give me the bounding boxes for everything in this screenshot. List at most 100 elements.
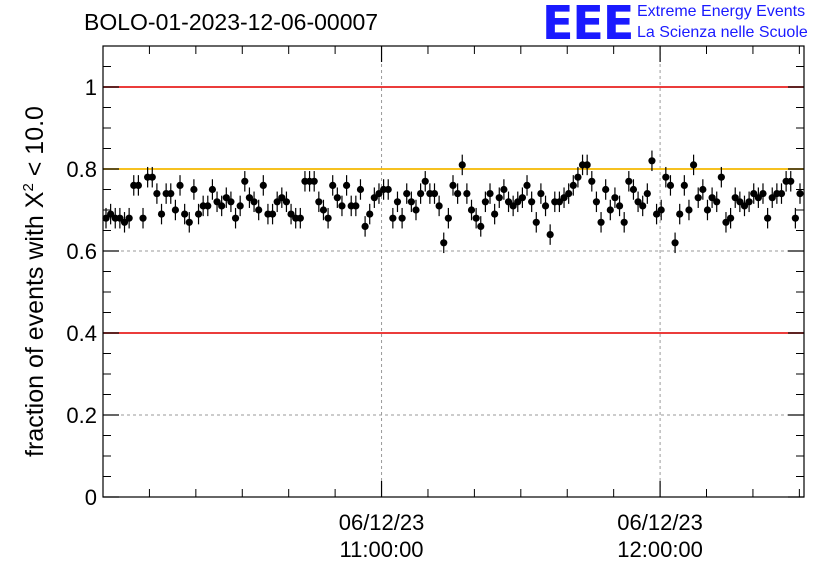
x-tick-label-date: 06/12/23 xyxy=(617,510,703,535)
data-point xyxy=(171,206,179,214)
data-point xyxy=(134,181,142,189)
data-point xyxy=(764,214,772,222)
data-point xyxy=(259,181,267,189)
data-point xyxy=(255,206,263,214)
data-point xyxy=(588,177,596,185)
data-point xyxy=(412,206,420,214)
data-point xyxy=(796,190,804,198)
data-point xyxy=(528,198,536,206)
data-point xyxy=(625,177,633,185)
reference-lines xyxy=(103,86,804,334)
data-point xyxy=(787,177,795,185)
data-point xyxy=(231,214,240,222)
data-point xyxy=(375,190,383,198)
data-point xyxy=(194,210,203,218)
data-point xyxy=(236,202,244,210)
data-point xyxy=(342,181,351,189)
data-point xyxy=(555,198,564,206)
data-point xyxy=(694,194,702,202)
x-tick-label-time: 11:00:00 xyxy=(340,537,424,562)
data-point xyxy=(611,194,619,202)
data-point xyxy=(606,206,614,214)
data-point xyxy=(398,214,406,222)
data-point xyxy=(602,185,610,194)
grid xyxy=(103,46,804,497)
plot-frame xyxy=(102,45,805,498)
data-point xyxy=(662,173,670,181)
data-point xyxy=(361,222,369,230)
data-point xyxy=(740,202,749,210)
data-point xyxy=(518,194,527,202)
data-point xyxy=(754,194,762,202)
data-point xyxy=(366,210,374,218)
data-point xyxy=(310,177,318,185)
data-point xyxy=(523,181,531,189)
data-point xyxy=(569,181,577,189)
data-point xyxy=(546,231,554,239)
data-point xyxy=(370,194,378,202)
axes: 00.20.40.60.8106/12/2311:00:0006/12/2312… xyxy=(66,46,804,562)
data-point xyxy=(296,214,304,222)
data-points xyxy=(102,150,804,254)
data-point xyxy=(204,202,212,210)
data-point xyxy=(652,210,661,218)
data-point xyxy=(463,190,471,198)
eee-logo-mark: EEE xyxy=(542,0,634,50)
data-point xyxy=(750,190,758,198)
data-point xyxy=(319,206,328,214)
data-point xyxy=(486,190,494,198)
data-point xyxy=(708,194,716,202)
y-tick-label: 0.6 xyxy=(66,239,97,264)
data-point xyxy=(157,210,166,218)
data-point xyxy=(532,218,540,226)
data-point xyxy=(268,210,277,218)
data-point xyxy=(685,206,693,214)
data-point xyxy=(176,181,184,189)
data-point xyxy=(218,202,226,210)
data-point xyxy=(777,190,786,198)
data-point xyxy=(472,214,480,222)
data-point xyxy=(615,202,624,210)
data-point xyxy=(703,206,712,214)
data-point xyxy=(407,198,415,206)
data-point xyxy=(768,194,776,202)
data-point xyxy=(458,161,466,169)
data-point xyxy=(139,214,147,222)
data-point xyxy=(241,177,249,185)
data-point xyxy=(213,198,221,206)
data-point xyxy=(287,210,295,218)
data-point xyxy=(643,190,651,198)
data-point xyxy=(467,206,476,214)
data-point xyxy=(282,198,291,206)
data-point xyxy=(699,185,707,194)
y-axis-label-sup: 2 xyxy=(20,183,37,191)
data-point xyxy=(278,194,286,202)
data-point xyxy=(727,214,735,222)
data-point xyxy=(440,239,448,247)
data-point xyxy=(384,185,392,194)
data-point xyxy=(181,210,189,218)
data-point xyxy=(731,194,739,202)
data-point xyxy=(565,190,573,198)
data-point xyxy=(634,198,642,206)
x-tick-label-date: 06/12/23 xyxy=(339,510,425,535)
data-point xyxy=(676,210,684,218)
data-point xyxy=(273,198,281,206)
data-point xyxy=(666,181,675,189)
data-point xyxy=(629,185,638,194)
data-point xyxy=(435,202,443,210)
data-point xyxy=(116,214,124,222)
data-point xyxy=(444,214,452,222)
data-point xyxy=(245,194,254,202)
data-point xyxy=(583,161,591,169)
y-tick-label: 1 xyxy=(85,75,97,100)
data-point xyxy=(560,194,568,202)
data-point xyxy=(574,173,582,181)
data-point xyxy=(477,222,485,230)
data-point xyxy=(352,202,360,210)
data-point xyxy=(167,190,175,198)
data-point xyxy=(449,181,457,189)
y-tick-label: 0.8 xyxy=(66,157,97,182)
data-point xyxy=(736,198,744,206)
y-tick-label: 0.2 xyxy=(66,403,97,428)
